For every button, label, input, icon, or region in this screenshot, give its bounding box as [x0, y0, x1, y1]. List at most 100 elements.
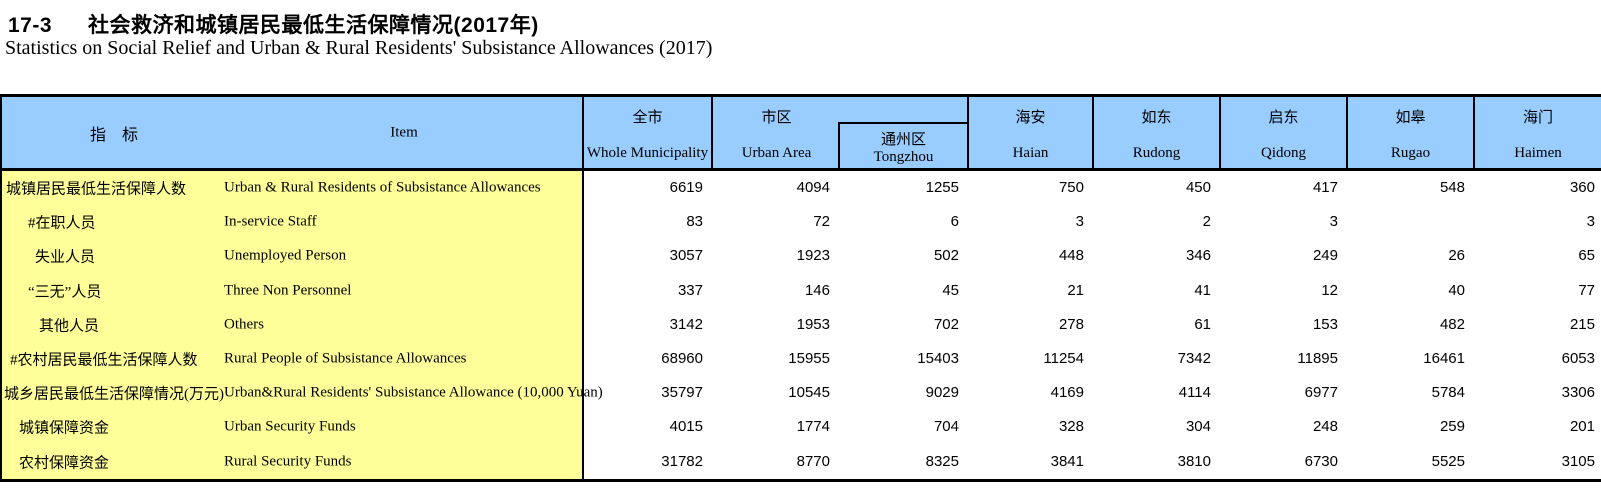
value-cell: 72 [813, 213, 830, 231]
row-label-zh: 其他人员 [39, 318, 100, 335]
value-cell: 417 [1312, 179, 1338, 196]
table-row: #农村居民最低生活保障人数 Rural People of Subsistance… [2, 341, 1601, 377]
value-cell: 201 [1569, 418, 1595, 436]
value-cell: 702 [933, 315, 959, 333]
table-row: 城乡居民最低生活保障情况(万元) Urban&Rural Residents' S… [2, 376, 1601, 411]
header-col-urban-area-group: 市区 Urban Area 通州区 Tongzhou [711, 97, 967, 171]
value-cell: 68960 [661, 349, 703, 367]
value-cell: 5784 [1431, 384, 1465, 402]
value-cell: 9029 [925, 384, 959, 402]
header-indicator-en: Item [390, 124, 418, 140]
row-label-zh: 城乡居民最低生活保障情况(万元) [4, 386, 224, 403]
header-indicator-cell: 指 标 Item [2, 97, 584, 168]
header-en: Haian [1012, 145, 1049, 161]
row-label-zh: #农村居民最低生活保障人数 [10, 352, 198, 369]
value-cell: 3 [1586, 213, 1595, 231]
value-cell: 6619 [669, 179, 703, 196]
data-table: 指 标 Item 全市 Whole Municipality 市区 Urban … [0, 94, 1601, 482]
table-row: 城镇居民最低生活保障人数 Urban & Rural Residents of S… [2, 171, 1601, 206]
value-cell: 502 [933, 247, 959, 265]
value-cell: 259 [1439, 418, 1465, 436]
header-en: Qidong [1261, 145, 1306, 161]
value-cell: 337 [677, 281, 703, 299]
row-label-cell: #农村居民最低生活保障人数 Rural People of Subsistance… [2, 341, 584, 377]
header-zh: 通州区 [880, 132, 926, 148]
table-row: 其他人员 Others 3142 1953 702 278 61 153 482 215 [2, 307, 1601, 342]
value-cell: 11895 [1297, 349, 1338, 367]
value-cell: 482 [1439, 315, 1465, 333]
value-cell: 6977 [1304, 384, 1338, 402]
row-label-cell: 其他人员 Others [2, 307, 584, 342]
value-cell: 61 [1194, 315, 1211, 333]
value-cell: 3810 [1177, 452, 1211, 470]
table-number: 17-3 [8, 14, 53, 37]
value-cell: 3 [1329, 213, 1338, 231]
value-cell: 77 [1578, 281, 1595, 299]
row-label-en: Rural People of Subsistance Allowances [224, 350, 467, 367]
value-cell: 1255 [925, 179, 959, 196]
table-row: 农村保障资金 Rural Security Funds 31782 8770 8325 3… [2, 444, 1601, 479]
header-indicator-zh: 指 标 [89, 126, 138, 144]
value-cell: 3105 [1561, 452, 1595, 470]
value-cell: 1953 [796, 315, 830, 333]
value-cell: 40 [1448, 281, 1465, 299]
value-cell [1346, 205, 1473, 239]
value-cell: 21 [1067, 281, 1084, 299]
value-cell: 7342 [1177, 349, 1211, 367]
header-col-haian: 海安 Haian [967, 97, 1092, 168]
header-en: Whole Municipality [586, 145, 709, 161]
value-cell: 1923 [796, 247, 830, 265]
value-cell: 248 [1312, 418, 1338, 436]
row-label-zh: 城镇居民最低生活保障人数 [6, 181, 187, 198]
table-row: “三无”人员 Three Non Personnel 337 146 45 21 41 12 4… [2, 273, 1601, 308]
header-en: Tongzhou [873, 149, 934, 165]
value-cell: 215 [1569, 315, 1595, 333]
header-col-whole-municipality: 全市 Whole Municipality [584, 97, 711, 168]
value-cell: 750 [1058, 179, 1084, 196]
value-cell: 1774 [796, 418, 830, 436]
value-cell: 6 [950, 213, 959, 231]
value-cell: 3057 [669, 247, 703, 265]
row-label-en: Urban Security Funds [224, 418, 356, 435]
header-col-qidong: 启东 Qidong [1219, 97, 1346, 168]
row-label-zh: “三无”人员 [28, 284, 102, 301]
row-label-cell: 城镇居民最低生活保障人数 Urban & Rural Residents of S… [2, 171, 584, 206]
row-label-cell: 城乡居民最低生活保障情况(万元) Urban&Rural Residents' S… [2, 376, 603, 411]
value-cell: 10545 [788, 384, 830, 402]
value-cell: 4114 [1178, 384, 1211, 402]
value-cell: 3142 [669, 315, 703, 333]
row-label-zh: #在职人员 [28, 215, 96, 232]
row-label-zh: 城镇保障资金 [19, 420, 110, 437]
value-cell: 4169 [1050, 384, 1084, 402]
value-cell: 8770 [796, 452, 830, 470]
table-header: 指 标 Item 全市 Whole Municipality 市区 Urban … [2, 97, 1601, 171]
header-en: Rugao [1390, 145, 1431, 161]
table-body: 城镇居民最低生活保障人数 Urban & Rural Residents of S… [2, 171, 1601, 479]
row-label-cell: “三无”人员 Three Non Personnel [2, 273, 584, 308]
value-cell: 4015 [669, 418, 703, 436]
table-row: 失业人员 Unemployed Person 3057 1923 502 448 346 24… [2, 239, 1601, 274]
table-row: #在职人员 In-service Staff 83 72 6 3 2 3 3 [2, 205, 1601, 240]
value-cell: 5525 [1431, 452, 1465, 470]
header-zh: 市区 [761, 110, 792, 126]
table-row: 城镇保障资金 Urban Security Funds 4015 1774 704 328… [2, 410, 1601, 445]
value-cell: 3306 [1561, 384, 1595, 402]
header-col-rugao: 如皋 Rugao [1346, 97, 1473, 168]
value-cell: 16461 [1423, 349, 1465, 367]
page-subtitle-en: Statistics on Social Relief and Urban & … [5, 37, 713, 59]
value-cell: 65 [1578, 247, 1595, 265]
row-label-cell: #在职人员 In-service Staff [2, 205, 584, 240]
page-title-zh: 社会救济和城镇居民最低生活保障情况(2017年) [88, 14, 539, 37]
value-cell: 8325 [925, 452, 959, 470]
header-col-rudong: 如东 Rudong [1092, 97, 1219, 168]
value-cell: 15955 [788, 349, 830, 367]
header-col-haimen: 海门 Haimen [1473, 97, 1601, 168]
value-cell: 3 [1075, 213, 1084, 231]
row-label-cell: 失业人员 Unemployed Person [2, 239, 584, 274]
header-zh: 海安 [1015, 110, 1046, 126]
header-en: Rudong [1132, 145, 1181, 161]
value-cell: 346 [1185, 247, 1211, 265]
value-cell: 6730 [1304, 452, 1338, 470]
header-zh: 启东 [1268, 110, 1299, 126]
